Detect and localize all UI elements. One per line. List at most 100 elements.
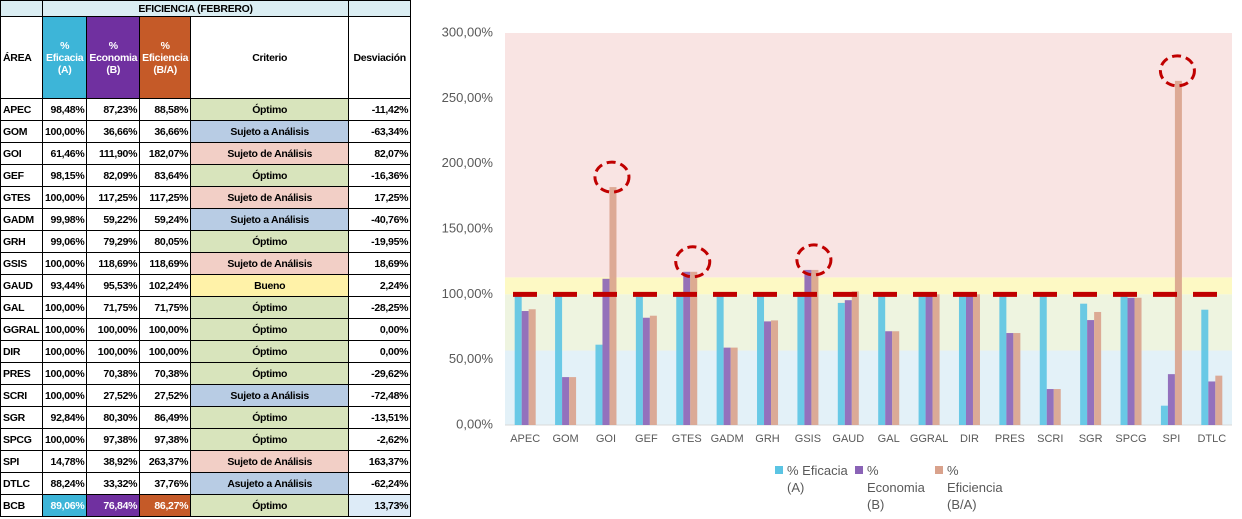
table-cell: 118,69% xyxy=(86,252,141,275)
table-cell: 79,29% xyxy=(86,230,141,253)
bar xyxy=(1094,311,1102,425)
table-cell: Óptimo xyxy=(190,494,350,517)
table-row: DTLC 88,24% 33,32% 37,76% Asujeto a Análisis… xyxy=(0,472,412,495)
x-tick-label: GGRAL xyxy=(910,433,949,445)
table-cell: -72,48% xyxy=(348,384,412,407)
title-row: EFICIENCIA (FEBRERO) xyxy=(0,0,412,17)
table-cell: 13,73% xyxy=(348,494,412,517)
table-cell: 163,37% xyxy=(348,450,412,473)
bar xyxy=(595,344,603,425)
table-cell: Óptimo xyxy=(190,406,350,429)
table-cell: 118,69% xyxy=(139,252,192,275)
bar xyxy=(918,294,926,425)
table-cell: 98,48% xyxy=(41,98,88,121)
y-tick-label: 250,00% xyxy=(442,90,494,105)
bar xyxy=(892,331,900,425)
table-cell: 18,69% xyxy=(348,252,412,275)
table-row: SGR 92,84% 80,30% 86,49% Óptimo -13,51% xyxy=(0,406,412,429)
table-row: BCB 89,06% 76,84% 86,27% Óptimo 13,73% xyxy=(0,494,412,517)
table-cell: Óptimo xyxy=(190,296,350,319)
x-tick-label: SCRI xyxy=(1037,433,1063,445)
x-tick-label: SPI xyxy=(1163,433,1181,445)
table-cell: 89,06% xyxy=(41,494,88,517)
bar xyxy=(569,377,577,425)
bar xyxy=(844,300,852,425)
table-cell: GOI xyxy=(0,142,43,165)
table-cell: -62,24% xyxy=(348,472,412,495)
table-cell: 100,00% xyxy=(41,428,88,451)
table-cell: 38,92% xyxy=(86,450,141,473)
table-cell: 70,38% xyxy=(139,362,192,385)
background-band xyxy=(505,294,1232,351)
bar xyxy=(1013,333,1021,425)
x-tick-label: DTLC xyxy=(1197,433,1226,445)
bar xyxy=(878,294,886,425)
table-cell: -29,62% xyxy=(348,362,412,385)
table-cell: 97,38% xyxy=(139,428,192,451)
y-tick-label: 200,00% xyxy=(442,155,494,170)
legend-item: % Eficacia (A) xyxy=(775,462,853,496)
bar xyxy=(764,321,772,425)
table-cell: Óptimo xyxy=(190,98,350,121)
y-tick-label: 300,00% xyxy=(442,24,494,39)
bar xyxy=(1174,80,1182,426)
bar xyxy=(514,296,522,425)
data-table: EFICIENCIA (FEBRERO) ÁREA% Eficacia (A)% … xyxy=(0,0,412,517)
table-cell: 100,00% xyxy=(41,340,88,363)
table-cell: GRH xyxy=(0,230,43,253)
table-row: GAL 100,00% 71,75% 71,75% Óptimo -28,25% xyxy=(0,296,412,319)
legend-item: % Eficiencia (B/A) xyxy=(935,462,1013,513)
background-band xyxy=(505,350,1232,425)
bar xyxy=(676,294,684,425)
table-cell: 36,66% xyxy=(86,120,141,143)
table-cell: 14,78% xyxy=(41,450,88,473)
table-row: SPCG 100,00% 97,38% 97,38% Óptimo -2,62% xyxy=(0,428,412,451)
table-cell: SPCG xyxy=(0,428,43,451)
table-cell: Sujeto a Análisis xyxy=(190,208,350,231)
table-cell: 100,00% xyxy=(139,340,192,363)
bar xyxy=(602,278,610,425)
table-cell: Óptimo xyxy=(190,164,350,187)
table-cell: 59,22% xyxy=(86,208,141,231)
bar xyxy=(1006,333,1014,425)
table-cell: GOM xyxy=(0,120,43,143)
bar xyxy=(925,294,933,425)
table-cell: 37,76% xyxy=(139,472,192,495)
table-cell: -2,62% xyxy=(348,428,412,451)
table-cell: 263,37% xyxy=(139,450,192,473)
table-cell: 100,00% xyxy=(41,384,88,407)
bar xyxy=(1201,309,1209,425)
table-cell: 86,27% xyxy=(139,494,192,517)
table-cell: Sujeto a Análisis xyxy=(190,120,350,143)
bar xyxy=(1080,303,1088,425)
bar xyxy=(965,294,973,425)
table-cell: Óptimo xyxy=(190,362,350,385)
table-cell: DTLC xyxy=(0,472,43,495)
table-cell: 71,75% xyxy=(139,296,192,319)
table-row: GRH 99,06% 79,29% 80,05% Óptimo -19,95% xyxy=(0,230,412,253)
header-cell: ÁREA xyxy=(0,16,43,99)
table-cell: Asujeto a Análisis xyxy=(190,472,350,495)
table-cell: 87,23% xyxy=(86,98,141,121)
table-cell: -63,34% xyxy=(348,120,412,143)
table-cell: 82,09% xyxy=(86,164,141,187)
table-cell: APEC xyxy=(0,98,43,121)
bar xyxy=(885,331,893,425)
table-cell: 0,00% xyxy=(348,318,412,341)
table-cell: 111,90% xyxy=(86,142,141,165)
bar xyxy=(1167,374,1175,425)
background-band xyxy=(505,33,1232,278)
x-tick-label: GSIS xyxy=(795,433,821,445)
legend-label: % Eficacia (A) xyxy=(787,463,848,495)
table-cell: Bueno xyxy=(190,274,350,297)
table-cell: Óptimo xyxy=(190,230,350,253)
table-cell: 61,46% xyxy=(41,142,88,165)
bar xyxy=(635,296,643,425)
table-cell: 82,07% xyxy=(348,142,412,165)
table-row: DIR 100,00% 100,00% 100,00% Óptimo 0,00% xyxy=(0,340,412,363)
y-tick-label: 100,00% xyxy=(442,286,494,301)
header-cell: Desviación xyxy=(348,16,412,99)
bar xyxy=(609,187,617,425)
header-row: ÁREA% Eficacia (A)% Economia (B)% Eficie… xyxy=(0,16,412,99)
